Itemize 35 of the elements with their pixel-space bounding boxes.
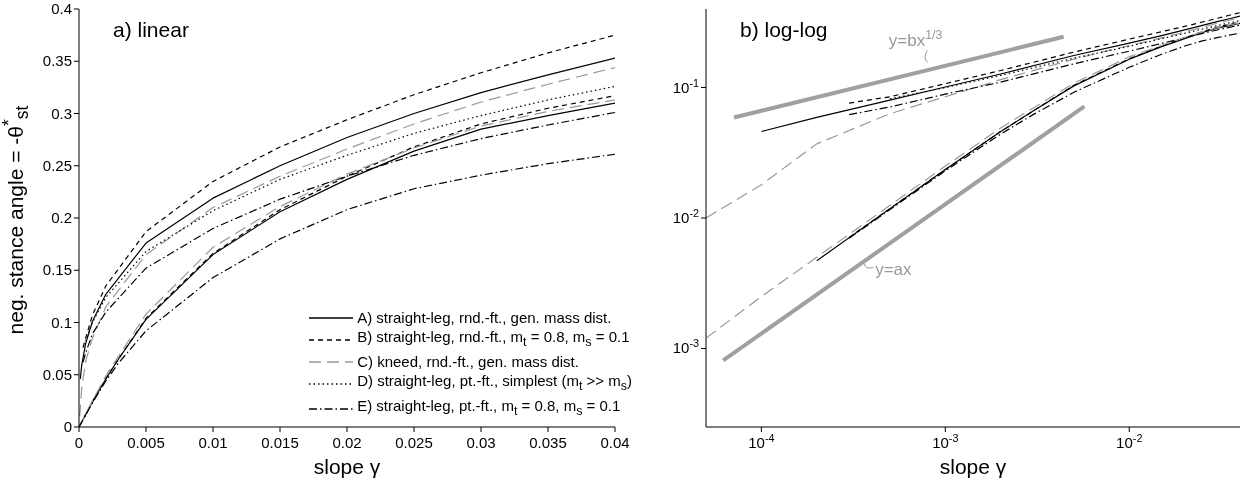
- y-tick-label: 0: [63, 418, 72, 435]
- legend-label: E) straight-leg, pt.-ft., m$_{t}$ = 0.8, m$_{s}$ = 0.1: [357, 396, 621, 420]
- chart-title: a) linear: [113, 18, 189, 42]
- x-tick-label: 0.01: [198, 434, 228, 451]
- x-tick-label: 0.04: [600, 434, 630, 451]
- y-tick-label: 10$^{-1}$: [672, 76, 699, 96]
- y-tick-label: 0.4: [51, 0, 72, 17]
- y-tick-label: 0.3: [51, 104, 72, 122]
- y-tick-label: 0.35: [42, 52, 72, 70]
- y-tick-label: 0.05: [42, 365, 72, 383]
- x-tick-label: 0.03: [466, 434, 496, 451]
- annotation: y=bx$^{1/3}$: [888, 28, 943, 51]
- x-tick-label: 0.035: [529, 434, 567, 451]
- y-tick-label: 10$^{-2}$: [672, 207, 699, 226]
- x-tick-label: 0.025: [395, 434, 433, 451]
- annotation: y=ax: [875, 259, 913, 279]
- y-tick-label: 0.1: [51, 313, 72, 331]
- x-tick-label: 0.015: [261, 434, 299, 451]
- y-tick-label: 10$^{-3}$: [672, 337, 699, 357]
- x-axis-title: slope γ: [938, 455, 1008, 479]
- x-tick-label: 10$^{-3}$: [932, 432, 959, 451]
- x-tick-label: 10$^{-4}$: [748, 432, 775, 451]
- legend-label: B) straight-leg, rnd.-ft., m$_{t}$ = 0.8, m$_{s}$ = 0.1: [357, 327, 630, 351]
- chart-title: b) log-log: [740, 18, 828, 42]
- y-tick-label: 0.15: [42, 261, 72, 279]
- legend-label: A) straight-leg, rnd.-ft., gen. mass dist.: [357, 308, 612, 327]
- x-axis-title: slope γ: [312, 455, 382, 479]
- legend-label: C) kneed, rnd.-ft., gen. mass dist.: [357, 352, 579, 371]
- x-tick-label: 10$^{-2}$: [1116, 432, 1143, 451]
- legend-label: D) straight-leg, pt.-ft., simplest (m$_{t}$ >> m$_{s}$): [357, 371, 632, 395]
- y-tick-label: 0.2: [51, 209, 72, 226]
- x-tick-label: 0.005: [127, 434, 165, 451]
- y-tick-label: 0.25: [42, 156, 72, 174]
- x-tick-label: 0: [74, 434, 84, 451]
- x-tick-label: 0.02: [332, 434, 362, 451]
